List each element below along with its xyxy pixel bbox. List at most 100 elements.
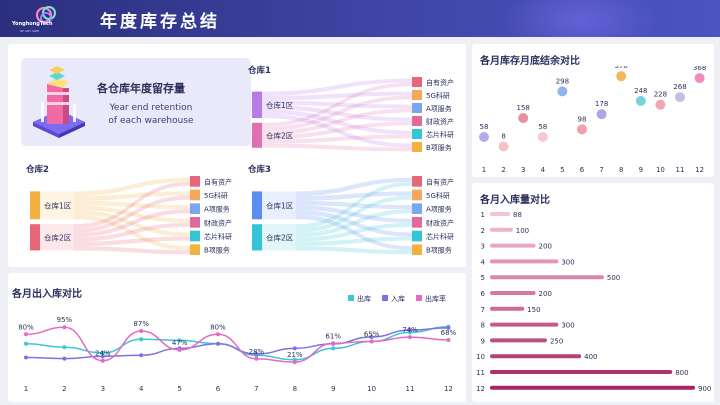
sankey-flow — [262, 134, 412, 144]
sankey-flow — [262, 91, 412, 101]
balance-point — [479, 131, 489, 142]
sankey-flow — [262, 113, 412, 148]
zone-bg — [40, 191, 74, 220]
logo-subtext: OF ANY SIDE — [20, 29, 40, 33]
balance-value-label: 248 — [634, 87, 647, 95]
inbound-bar — [490, 354, 582, 359]
flow-point — [331, 346, 336, 351]
sankey-flow — [262, 95, 412, 132]
flow-point — [446, 337, 451, 342]
flow-rate-label: 74% — [402, 326, 418, 334]
category-bar — [412, 116, 422, 126]
sankey-flow — [296, 236, 412, 247]
flow-point — [446, 325, 451, 330]
sankey-flow — [296, 181, 412, 229]
flow-point — [100, 350, 105, 355]
zone-label: 仓库2区 — [266, 232, 294, 242]
balance-point — [655, 99, 666, 110]
balance-point — [616, 71, 627, 82]
flow-rate-label: 47% — [172, 339, 188, 347]
category-label: B项服务 — [426, 143, 452, 152]
zone-bar — [252, 191, 262, 220]
balance-value-label: 58 — [538, 123, 547, 131]
flow-point — [177, 338, 182, 343]
flow-series-line — [25, 325, 449, 361]
inbound-value-label: 200 — [539, 243, 552, 251]
balance-x-tick: 5 — [560, 166, 564, 174]
category-label: 财政资产 — [426, 117, 454, 126]
inbound-y-tick: 1 — [481, 211, 485, 219]
inbound-y-tick: 9 — [481, 337, 485, 345]
flow-point — [369, 339, 374, 344]
balance-x-tick: 1 — [482, 166, 486, 174]
flow-x-tick: 7 — [254, 385, 258, 393]
flow-rate-label: 68% — [441, 329, 457, 337]
balance-value-label: 368 — [693, 66, 706, 72]
inbound-value-label: 150 — [527, 306, 540, 314]
inbound-bar — [490, 275, 604, 280]
inbound-value-label: 300 — [561, 322, 574, 330]
zone-label: 仓库1区 — [266, 100, 294, 110]
flow-point — [254, 352, 259, 357]
category-bar — [412, 217, 422, 228]
sankey-flow — [74, 222, 190, 242]
flow-x-tick: 10 — [367, 385, 376, 393]
inbound-chart: 1 88 2 100 3 200 4 300 5 500 6 200 7 150 8 300 9 250 10 400… — [476, 211, 711, 393]
sankey-flow — [74, 177, 190, 197]
legend-swatch — [416, 295, 422, 301]
category-bar — [190, 176, 200, 187]
header-glow — [500, 0, 660, 37]
inbound-y-tick: 12 — [476, 385, 485, 393]
warehouse1-title: 仓库1 — [248, 66, 271, 76]
flow-x-tick: 9 — [331, 385, 335, 393]
sankey-flow — [262, 108, 412, 136]
flow-point — [139, 353, 144, 358]
sankey-flow — [296, 209, 412, 237]
sankey-flow — [74, 205, 190, 223]
category-label: 自有资产 — [426, 78, 454, 87]
sankey-flow — [296, 177, 412, 197]
balance-value-label: 8 — [501, 132, 505, 140]
balance-value-label: 98 — [578, 115, 587, 123]
sankey-flow — [74, 209, 190, 238]
flow-point — [24, 332, 28, 337]
balance-point — [596, 109, 607, 120]
retention-subtitle: Year end retention of each warehouse — [101, 102, 201, 128]
warehouse-3d-icon — [33, 66, 85, 138]
inbound-bar — [490, 306, 525, 311]
flow-rate-label: 21% — [287, 351, 303, 359]
legend-label: 出库率 — [425, 294, 446, 303]
category-bar — [190, 217, 200, 228]
sankey-flow — [262, 121, 412, 140]
warehouse3-title: 仓库3 — [248, 165, 271, 175]
sankey-flow — [74, 195, 190, 233]
sankey-flow — [296, 200, 412, 210]
zone-bg — [262, 191, 296, 220]
flow-rate-label: 28% — [249, 348, 265, 356]
inbound-y-tick: 11 — [476, 369, 485, 377]
category-label: A项服务 — [426, 205, 452, 214]
flow-point — [62, 356, 67, 361]
category-label: 芯片科研 — [204, 232, 232, 241]
category-label: A项服务 — [426, 104, 452, 113]
category-label: 芯片科研 — [426, 232, 454, 241]
flow-point — [62, 345, 67, 350]
balance-point — [675, 92, 685, 103]
inbound-y-tick: 2 — [481, 227, 485, 235]
sankey-flow — [296, 195, 412, 233]
inbound-bar — [490, 212, 511, 216]
sankey-flow — [296, 191, 412, 201]
balance-chart: 58 1 8 2 158 3 58 4 298 5 98 6 178 7 378 8 248 9 228 10 268 1… — [479, 66, 706, 174]
flow-point — [177, 347, 182, 352]
inbound-value-label: 500 — [607, 274, 620, 282]
zone-label: 仓库2区 — [44, 232, 72, 242]
category-bar — [190, 244, 200, 255]
flow-rate-label: 24% — [95, 350, 111, 358]
balance-x-tick: 7 — [599, 166, 603, 174]
inbound-value-label: 800 — [675, 369, 688, 377]
category-label: 自有资产 — [426, 177, 454, 186]
inbound-value-label: 900 — [698, 385, 711, 393]
flow-point — [369, 334, 374, 339]
